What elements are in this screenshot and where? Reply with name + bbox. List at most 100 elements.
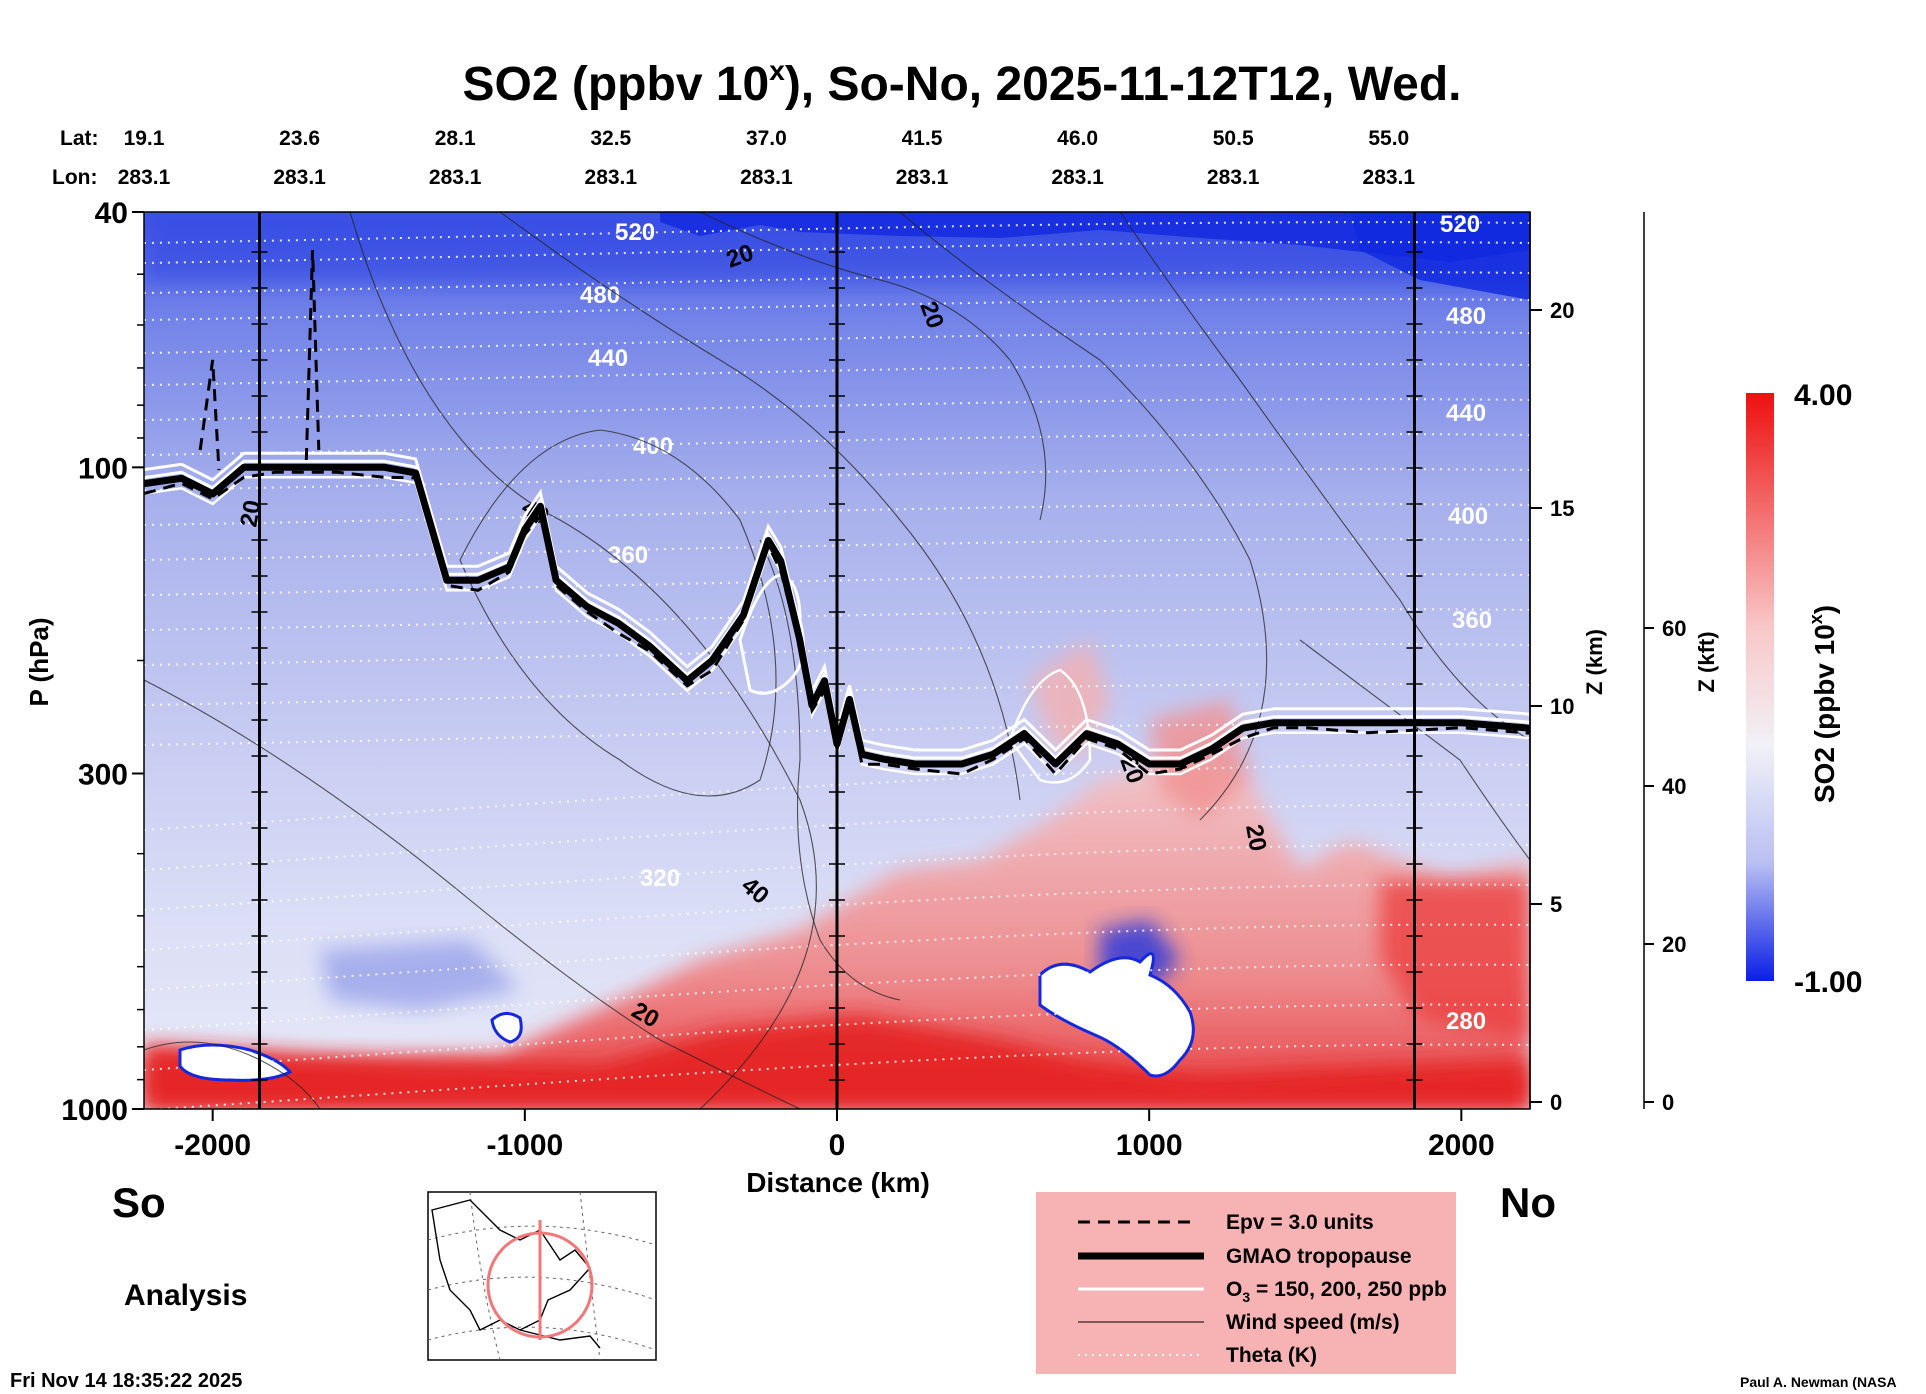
credit: Paul A. Newman (NASA bbox=[1740, 1374, 1897, 1390]
colorbar-label: SO2 (ppbv 10x) bbox=[1806, 605, 1840, 803]
z-kft-tick-label: 40 bbox=[1662, 774, 1686, 799]
lat-value: 55.0 bbox=[1368, 127, 1409, 150]
legend-o3-subscript: 3 bbox=[1242, 1289, 1250, 1305]
wind-speed-contour bbox=[1299, 639, 1530, 861]
theta-contour bbox=[144, 843, 1530, 911]
lon-value: 283.1 bbox=[429, 166, 482, 189]
z-kft-tick-label: 60 bbox=[1662, 616, 1686, 641]
theta-label: 440 bbox=[1446, 400, 1486, 427]
lon-value: 283.1 bbox=[585, 166, 638, 189]
lon-label: Lon: bbox=[52, 166, 97, 189]
legend-o3-rest: = 150, 200, 250 ppb bbox=[1250, 1278, 1447, 1301]
colorbar-min-label: -1.00 bbox=[1794, 966, 1862, 999]
lon-values: 283.1 283.1 283.1 283.1 283.1 283.1 283.1 283.1… bbox=[118, 166, 1416, 189]
title-rest: ), So-No, 2025-11-12T12, Wed. bbox=[785, 58, 1462, 111]
chart-title: SO2 (ppbv 10x), So-No, 2025-11-12T12, We… bbox=[462, 55, 1461, 111]
y3-axis-label: Z (kft) bbox=[1694, 631, 1719, 692]
wind-speed-contour bbox=[759, 539, 901, 1001]
so2-right-red bbox=[1380, 880, 1530, 1040]
lat-value: 32.5 bbox=[590, 127, 631, 150]
y-axis-pressure: 40 100 300 1000 bbox=[61, 197, 144, 1127]
legend-o3-o: O bbox=[1226, 1278, 1242, 1301]
theta-label: 320 bbox=[640, 865, 680, 892]
theta-label: 480 bbox=[1446, 303, 1486, 330]
z-kft-tick-label: 0 bbox=[1662, 1090, 1674, 1115]
y-tick-label: 1000 bbox=[61, 1094, 128, 1127]
lon-value: 283.1 bbox=[1207, 166, 1260, 189]
lat-value: 23.6 bbox=[279, 127, 320, 150]
y2-axis-label: Z (km) bbox=[1582, 629, 1607, 695]
wind-speed-contour bbox=[144, 1041, 321, 1109]
lon-value: 283.1 bbox=[896, 166, 949, 189]
colorbar-label-superscript: x bbox=[1806, 614, 1826, 624]
mode-label: Analysis bbox=[124, 1279, 247, 1312]
o3-contour bbox=[738, 573, 805, 695]
title-main: SO2 (ppbv 10 bbox=[462, 58, 769, 111]
legend-wind-label: Wind speed (m/s) bbox=[1226, 1311, 1400, 1334]
y-axis-z-kft: 0 20 40 60 bbox=[1643, 212, 1686, 1115]
x-tick-label: -1000 bbox=[486, 1129, 563, 1162]
so2-top-right-blue bbox=[1350, 212, 1530, 300]
wind-speed-contour bbox=[144, 679, 801, 1109]
lon-value: 283.1 bbox=[1363, 166, 1416, 189]
wind-speed-label: 20 bbox=[235, 498, 266, 529]
wind-speed-contour bbox=[699, 212, 1047, 521]
theta-label: 440 bbox=[588, 345, 628, 372]
y-tick-label: 300 bbox=[78, 758, 128, 791]
timestamp: Fri Nov 14 18:35:22 2025 bbox=[10, 1370, 242, 1392]
theta-contour bbox=[144, 883, 1530, 951]
south-label: So bbox=[112, 1179, 166, 1226]
wind-speed-label: 20 bbox=[1240, 822, 1271, 853]
so2-white-blob-2 bbox=[178, 1043, 293, 1082]
legend-epv-label: Epv = 3.0 units bbox=[1226, 1211, 1374, 1234]
theta-label: 360 bbox=[1452, 607, 1492, 634]
y-tick-label: 40 bbox=[95, 197, 128, 230]
legend-o3-label: O3 = 150, 200, 250 ppb bbox=[1226, 1278, 1447, 1305]
title-superscript: x bbox=[769, 55, 785, 86]
o3-contour bbox=[1008, 668, 1092, 784]
lat-value: 19.1 bbox=[124, 127, 165, 150]
lat-value: 41.5 bbox=[902, 127, 943, 150]
theta-label: 520 bbox=[615, 219, 655, 246]
x-tick-label: 0 bbox=[829, 1129, 846, 1162]
theta-contour bbox=[144, 963, 1530, 1031]
theta-contour bbox=[144, 763, 1530, 831]
theta-label: 360 bbox=[608, 542, 648, 569]
z-km-tick-label: 15 bbox=[1550, 496, 1574, 521]
lon-value: 283.1 bbox=[273, 166, 326, 189]
x-axis: -2000 -1000 0 1000 2000 bbox=[174, 1109, 1495, 1162]
theta-contour bbox=[144, 1003, 1530, 1071]
wind-speed-contour bbox=[1119, 212, 1530, 741]
epv-spike bbox=[198, 359, 221, 471]
lat-value: 50.5 bbox=[1213, 127, 1254, 150]
lon-value: 283.1 bbox=[118, 166, 171, 189]
theta-contour bbox=[144, 923, 1530, 991]
legend-tropopause-label: GMAO tropopause bbox=[1226, 1245, 1412, 1268]
vertical-lines bbox=[251, 212, 1423, 1109]
y-tick-label: 100 bbox=[78, 452, 128, 485]
theta-label: 400 bbox=[1448, 503, 1488, 530]
theta-label: 400 bbox=[633, 433, 673, 460]
wind-speed-contour bbox=[459, 429, 777, 797]
tropopause-line bbox=[144, 463, 1530, 768]
theta-contour bbox=[144, 1043, 1530, 1109]
y-axis-z-km: 0 5 10 15 20 bbox=[1529, 212, 1574, 1115]
lat-values: 19.1 23.6 28.1 32.5 37.0 41.5 46.0 50.5 55.0 bbox=[124, 127, 1410, 150]
x-tick-label: 1000 bbox=[1116, 1129, 1183, 1162]
lat-value: 37.0 bbox=[746, 127, 787, 150]
legend-theta-label: Theta (K) bbox=[1226, 1344, 1317, 1367]
lon-value: 283.1 bbox=[740, 166, 793, 189]
z-km-tick-label: 5 bbox=[1550, 892, 1562, 917]
so2-white-blob bbox=[1038, 952, 1195, 1078]
theta-label: 520 bbox=[1440, 211, 1480, 238]
colorbar-max-label: 4.00 bbox=[1794, 379, 1852, 412]
epv-spike bbox=[304, 249, 321, 461]
wind-speed-contour bbox=[499, 212, 1021, 801]
wind-speed-contour bbox=[349, 212, 817, 1109]
y-axis-label: P (hPa) bbox=[24, 617, 54, 706]
legend: Epv = 3.0 units GMAO tropopause O3 = 150… bbox=[1036, 1192, 1456, 1374]
inset-map bbox=[427, 1191, 657, 1361]
lat-value: 28.1 bbox=[435, 127, 476, 150]
colorbar bbox=[1746, 393, 1774, 981]
